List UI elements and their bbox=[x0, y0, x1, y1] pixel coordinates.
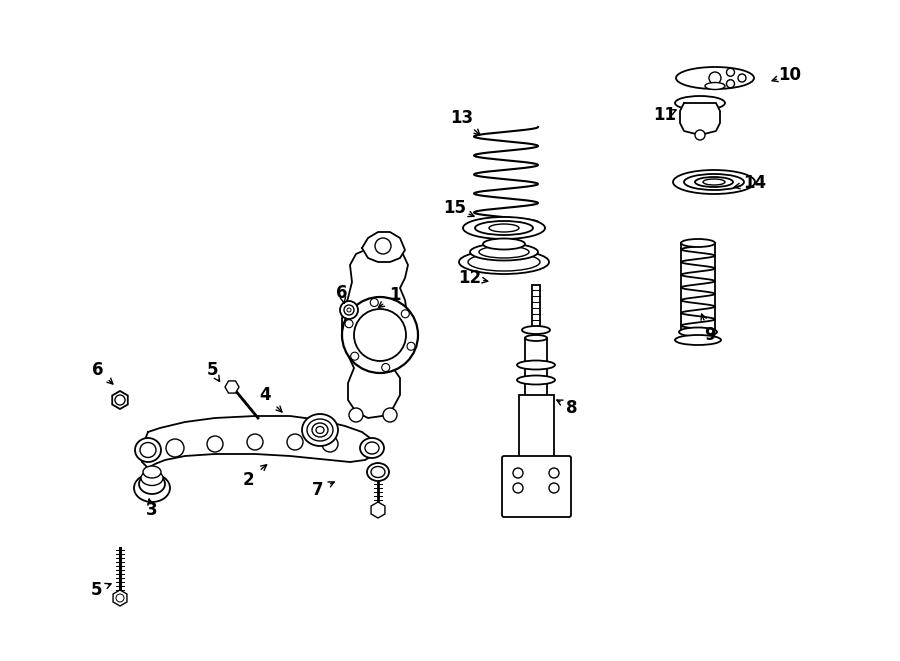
Circle shape bbox=[738, 74, 746, 82]
Ellipse shape bbox=[365, 442, 379, 454]
Ellipse shape bbox=[360, 438, 384, 458]
Circle shape bbox=[549, 483, 559, 493]
Circle shape bbox=[407, 342, 415, 350]
Ellipse shape bbox=[459, 250, 549, 274]
Circle shape bbox=[166, 439, 184, 457]
Ellipse shape bbox=[302, 414, 338, 446]
Bar bbox=[532, 285, 540, 330]
Ellipse shape bbox=[703, 179, 725, 185]
Ellipse shape bbox=[517, 375, 555, 385]
Ellipse shape bbox=[475, 221, 533, 235]
Circle shape bbox=[322, 436, 338, 452]
Polygon shape bbox=[140, 416, 375, 468]
Circle shape bbox=[344, 305, 354, 315]
Circle shape bbox=[351, 352, 359, 360]
Text: 2: 2 bbox=[242, 471, 254, 489]
Circle shape bbox=[247, 434, 263, 450]
Circle shape bbox=[207, 436, 223, 452]
Text: 1: 1 bbox=[389, 286, 400, 304]
Ellipse shape bbox=[470, 243, 538, 260]
Ellipse shape bbox=[367, 463, 389, 481]
Ellipse shape bbox=[517, 360, 555, 369]
Ellipse shape bbox=[675, 335, 721, 345]
Text: 5: 5 bbox=[206, 361, 218, 379]
Circle shape bbox=[709, 72, 721, 84]
Circle shape bbox=[354, 309, 406, 361]
Polygon shape bbox=[680, 103, 720, 135]
Ellipse shape bbox=[312, 423, 328, 437]
Text: 6: 6 bbox=[337, 284, 347, 302]
Polygon shape bbox=[342, 242, 408, 418]
Ellipse shape bbox=[695, 177, 733, 187]
Ellipse shape bbox=[679, 327, 717, 336]
Text: 13: 13 bbox=[450, 109, 473, 127]
Ellipse shape bbox=[684, 174, 744, 190]
Circle shape bbox=[345, 320, 353, 328]
Ellipse shape bbox=[141, 471, 163, 485]
Ellipse shape bbox=[681, 239, 715, 247]
Text: 14: 14 bbox=[743, 174, 767, 192]
Text: 11: 11 bbox=[653, 106, 677, 124]
Ellipse shape bbox=[135, 438, 161, 462]
Ellipse shape bbox=[143, 466, 161, 478]
Ellipse shape bbox=[371, 467, 385, 477]
Polygon shape bbox=[362, 232, 405, 262]
Circle shape bbox=[513, 483, 523, 493]
Ellipse shape bbox=[139, 474, 165, 494]
Ellipse shape bbox=[479, 246, 529, 258]
Text: 10: 10 bbox=[778, 66, 802, 84]
Circle shape bbox=[340, 301, 358, 319]
Circle shape bbox=[347, 308, 351, 312]
Circle shape bbox=[115, 395, 125, 405]
Ellipse shape bbox=[483, 239, 525, 249]
Ellipse shape bbox=[522, 326, 550, 334]
Ellipse shape bbox=[316, 426, 324, 434]
Ellipse shape bbox=[525, 335, 547, 341]
Circle shape bbox=[370, 299, 378, 307]
Circle shape bbox=[695, 130, 705, 140]
Ellipse shape bbox=[468, 253, 540, 271]
Bar bbox=[519, 395, 554, 465]
Text: 4: 4 bbox=[259, 386, 271, 404]
Ellipse shape bbox=[489, 224, 519, 232]
Ellipse shape bbox=[676, 67, 754, 89]
Text: 8: 8 bbox=[566, 399, 578, 417]
Ellipse shape bbox=[463, 217, 545, 239]
FancyBboxPatch shape bbox=[502, 456, 571, 517]
Text: 12: 12 bbox=[458, 269, 482, 287]
Bar bbox=[681, 243, 715, 332]
Circle shape bbox=[382, 364, 390, 371]
Ellipse shape bbox=[140, 442, 156, 457]
Ellipse shape bbox=[673, 170, 755, 194]
Circle shape bbox=[349, 408, 363, 422]
Text: 3: 3 bbox=[146, 501, 158, 519]
Ellipse shape bbox=[705, 83, 725, 89]
Circle shape bbox=[726, 68, 734, 76]
Circle shape bbox=[513, 468, 523, 478]
Text: 7: 7 bbox=[312, 481, 324, 499]
Ellipse shape bbox=[307, 419, 333, 441]
Text: 6: 6 bbox=[92, 361, 104, 379]
Ellipse shape bbox=[675, 96, 725, 110]
Circle shape bbox=[401, 310, 410, 318]
Bar bbox=[525, 338, 547, 420]
Circle shape bbox=[287, 434, 303, 450]
Text: 9: 9 bbox=[704, 326, 716, 344]
Text: 15: 15 bbox=[444, 199, 466, 217]
Circle shape bbox=[726, 80, 734, 88]
Text: 5: 5 bbox=[91, 581, 103, 599]
Circle shape bbox=[342, 297, 418, 373]
Circle shape bbox=[549, 468, 559, 478]
Circle shape bbox=[383, 408, 397, 422]
Circle shape bbox=[116, 594, 124, 602]
Circle shape bbox=[375, 238, 391, 254]
Ellipse shape bbox=[134, 474, 170, 502]
